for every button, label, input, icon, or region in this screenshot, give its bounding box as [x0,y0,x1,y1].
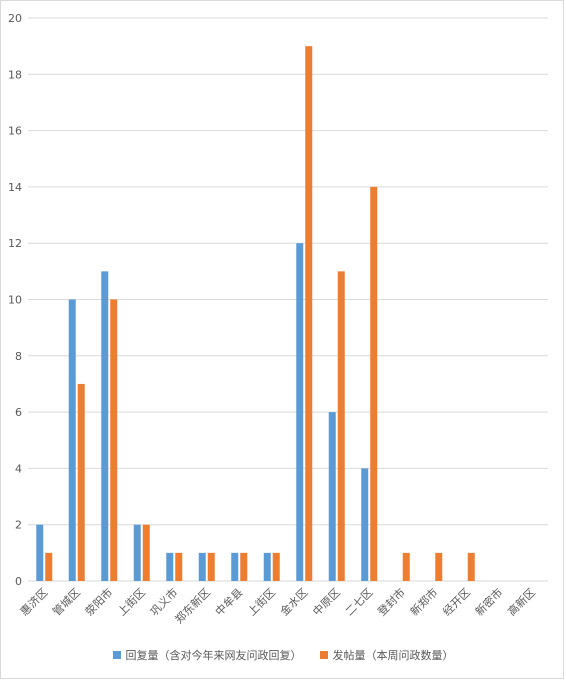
bar-series-1-cat-12 [435,552,443,581]
x-category-label: 管城区 [50,585,83,618]
y-tick-label: 0 [15,575,22,588]
bar-series-1-cat-10 [370,186,378,581]
legend-item-reply: 回复量（含对今年来网友问政回复） [112,647,302,663]
y-tick-label: 18 [8,68,22,81]
x-category-label: 新郑市 [407,585,440,618]
bar-series-1-cat-0 [45,552,53,581]
y-tick-label: 20 [8,12,22,25]
bars [36,46,475,581]
x-category-label: 高新区 [505,585,538,618]
x-category-label: 新密市 [472,585,505,618]
bar-series-1-cat-6 [240,552,248,581]
x-category-label: 二七区 [343,586,376,619]
legend-item-post: 发帖量（本周问政数量） [319,647,454,663]
legend-swatch-post [319,651,328,659]
legend-swatch-reply [112,651,121,659]
x-category-label: 荥阳市 [82,585,115,618]
bar-series-0-cat-7 [263,552,271,581]
bar-series-0-cat-3 [133,524,141,581]
bar-series-1-cat-1 [77,383,85,581]
y-tick-label: 16 [8,125,22,138]
bar-series-1-cat-3 [142,524,150,581]
x-category-label: 上街区 [115,585,148,618]
bar-series-0-cat-10 [361,468,369,581]
bar-series-0-cat-0 [36,524,44,581]
bar-series-1-cat-7 [272,552,280,581]
bar-series-1-cat-2 [110,299,118,581]
bar-series-1-cat-8 [305,46,313,581]
y-tick-label: 12 [8,237,22,250]
bar-series-0-cat-9 [328,412,336,581]
x-category-label: 上街区 [245,585,278,618]
y-tick-label: 10 [8,294,22,307]
x-category-label: 惠济区 [17,585,50,618]
bar-series-0-cat-4 [166,552,174,581]
x-category-label: 郑东新区 [172,585,213,626]
bar-series-1-cat-9 [337,271,345,581]
bar-series-0-cat-1 [68,299,76,581]
bar-series-1-cat-11 [402,552,410,581]
x-category-label: 中原区 [310,586,343,619]
bar-series-0-cat-6 [231,552,239,581]
y-tick-label: 14 [8,181,22,194]
bar-series-0-cat-2 [101,271,109,581]
bar-series-1-cat-13 [467,552,475,581]
y-tick-label: 4 [15,462,22,475]
y-tick-label: 2 [15,519,22,532]
legend-label-reply: 回复量（含对今年来网友问政回复） [125,649,302,662]
x-category-label: 中牟县 [212,585,245,618]
legend-label-post: 发帖量（本周问政数量） [332,649,454,662]
y-axis-ticks: 0 2 4 6 8 10 12 14 16 18 20 [8,12,22,588]
x-category-label: 经开区 [440,586,473,619]
bar-series-0-cat-8 [296,243,304,581]
x-category-label: 金水区 [277,585,310,618]
bar-series-1-cat-5 [207,552,215,581]
bar-series-1-cat-4 [175,552,183,581]
legend: 回复量（含对今年来网友问政回复） 发帖量（本周问政数量） [0,645,566,665]
y-tick-label: 6 [15,406,22,419]
bar-series-0-cat-5 [198,552,206,581]
y-tick-label: 8 [15,350,22,363]
x-category-label: 登封市 [375,585,408,618]
